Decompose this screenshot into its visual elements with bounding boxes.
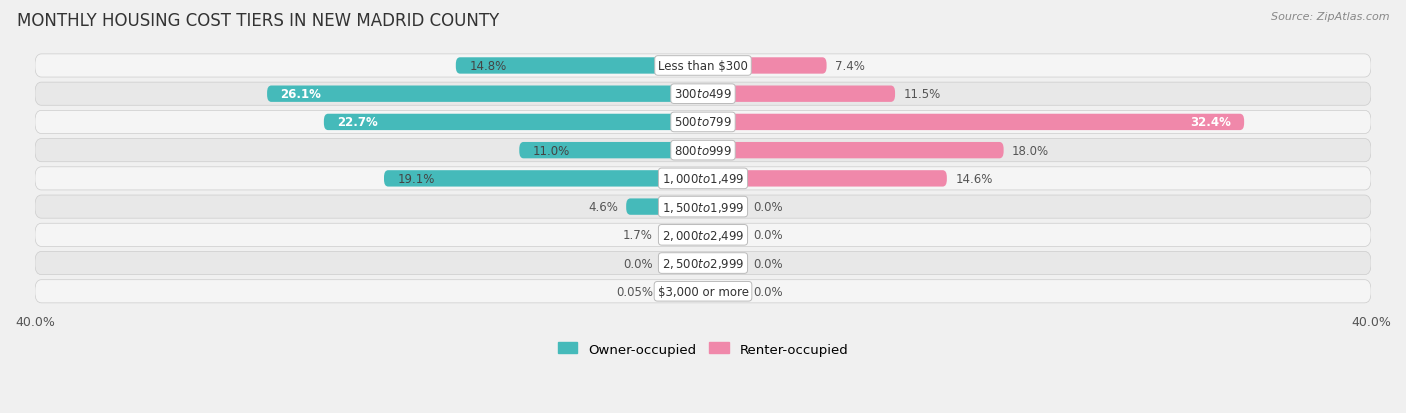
Text: 22.7%: 22.7% bbox=[337, 116, 378, 129]
Text: Less than $300: Less than $300 bbox=[658, 60, 748, 73]
Text: 0.0%: 0.0% bbox=[754, 257, 783, 270]
FancyBboxPatch shape bbox=[703, 171, 946, 187]
Text: 0.0%: 0.0% bbox=[754, 229, 783, 242]
FancyBboxPatch shape bbox=[267, 86, 703, 103]
Text: $1,500 to $1,999: $1,500 to $1,999 bbox=[662, 200, 744, 214]
FancyBboxPatch shape bbox=[35, 224, 1371, 247]
FancyBboxPatch shape bbox=[519, 142, 703, 159]
Text: $500 to $799: $500 to $799 bbox=[673, 116, 733, 129]
FancyBboxPatch shape bbox=[35, 167, 1371, 190]
FancyBboxPatch shape bbox=[35, 280, 1371, 303]
Text: 14.6%: 14.6% bbox=[955, 173, 993, 185]
Text: 14.8%: 14.8% bbox=[470, 60, 506, 73]
FancyBboxPatch shape bbox=[703, 86, 896, 103]
Text: 32.4%: 32.4% bbox=[1189, 116, 1230, 129]
FancyBboxPatch shape bbox=[703, 142, 1004, 159]
Text: $3,000 or more: $3,000 or more bbox=[658, 285, 748, 298]
Text: $2,500 to $2,999: $2,500 to $2,999 bbox=[662, 256, 744, 271]
Text: 7.4%: 7.4% bbox=[835, 60, 865, 73]
FancyBboxPatch shape bbox=[703, 227, 745, 243]
FancyBboxPatch shape bbox=[703, 255, 745, 272]
Text: 0.0%: 0.0% bbox=[754, 285, 783, 298]
Text: 0.0%: 0.0% bbox=[754, 201, 783, 214]
FancyBboxPatch shape bbox=[35, 195, 1371, 218]
FancyBboxPatch shape bbox=[35, 83, 1371, 106]
FancyBboxPatch shape bbox=[35, 139, 1371, 162]
Text: 19.1%: 19.1% bbox=[398, 173, 434, 185]
Text: 4.6%: 4.6% bbox=[588, 201, 617, 214]
Text: 11.0%: 11.0% bbox=[533, 144, 569, 157]
Text: 11.5%: 11.5% bbox=[904, 88, 941, 101]
FancyBboxPatch shape bbox=[661, 255, 703, 272]
Text: Source: ZipAtlas.com: Source: ZipAtlas.com bbox=[1271, 12, 1389, 22]
Text: 1.7%: 1.7% bbox=[623, 229, 652, 242]
Text: 18.0%: 18.0% bbox=[1012, 144, 1049, 157]
Text: $2,000 to $2,499: $2,000 to $2,499 bbox=[662, 228, 744, 242]
FancyBboxPatch shape bbox=[703, 199, 745, 215]
FancyBboxPatch shape bbox=[661, 283, 703, 300]
FancyBboxPatch shape bbox=[703, 114, 1244, 131]
Text: 0.05%: 0.05% bbox=[616, 285, 652, 298]
FancyBboxPatch shape bbox=[661, 227, 703, 243]
FancyBboxPatch shape bbox=[35, 111, 1371, 134]
FancyBboxPatch shape bbox=[384, 171, 703, 187]
Text: $800 to $999: $800 to $999 bbox=[673, 144, 733, 157]
FancyBboxPatch shape bbox=[456, 58, 703, 74]
Text: $1,000 to $1,499: $1,000 to $1,499 bbox=[662, 172, 744, 186]
Text: 0.0%: 0.0% bbox=[623, 257, 652, 270]
FancyBboxPatch shape bbox=[703, 58, 827, 74]
Text: MONTHLY HOUSING COST TIERS IN NEW MADRID COUNTY: MONTHLY HOUSING COST TIERS IN NEW MADRID… bbox=[17, 12, 499, 30]
Text: $300 to $499: $300 to $499 bbox=[673, 88, 733, 101]
FancyBboxPatch shape bbox=[35, 55, 1371, 78]
FancyBboxPatch shape bbox=[323, 114, 703, 131]
Text: 26.1%: 26.1% bbox=[280, 88, 322, 101]
FancyBboxPatch shape bbox=[626, 199, 703, 215]
FancyBboxPatch shape bbox=[35, 252, 1371, 275]
FancyBboxPatch shape bbox=[703, 283, 745, 300]
Legend: Owner-occupied, Renter-occupied: Owner-occupied, Renter-occupied bbox=[553, 337, 853, 361]
